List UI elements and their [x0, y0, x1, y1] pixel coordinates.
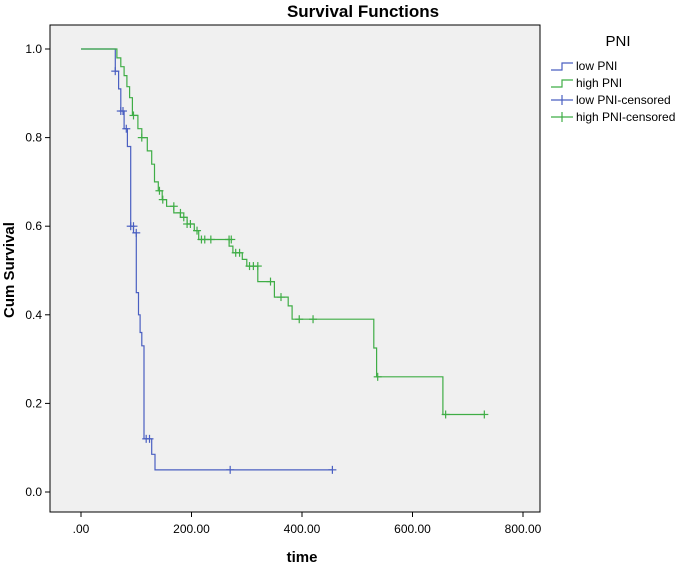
y-tick-label: 1.0 [25, 42, 42, 56]
legend-label: low PNI-censored [576, 93, 671, 107]
legend-title: PNI [605, 33, 630, 50]
chart-title: Survival Functions [287, 2, 439, 21]
x-axis-ticks: .00 200.00 400.00 600.00 800.00 [73, 512, 542, 536]
censor-mark-high-pni [176, 208, 185, 217]
x-tick-label: 200.00 [173, 522, 210, 536]
x-tick-label: 800.00 [505, 522, 542, 536]
legend-entry: high PNI [551, 76, 622, 90]
y-tick-label: 0.6 [25, 219, 42, 233]
censor-mark-low-pni [328, 465, 337, 474]
y-tick-label: 0.8 [25, 131, 42, 145]
y-axis-ticks: 0.0 0.2 0.4 0.6 0.8 1.0 [25, 42, 50, 499]
y-tick-label: 0.4 [25, 308, 42, 322]
censor-mark-high-pni [441, 410, 450, 419]
censor-mark-high-pni [155, 186, 164, 195]
legend-label: high PNI [576, 76, 622, 90]
legend: PNI low PNI high PNI low PNI-censored high … [551, 33, 675, 124]
censor-mark-high-pni [129, 111, 138, 120]
censor-mark-high-pni [295, 315, 304, 324]
censor-mark-high-pni [186, 219, 195, 228]
x-axis-label: time [287, 549, 318, 566]
censor-mark-high-pni [480, 410, 489, 419]
legend-swatch [551, 62, 573, 71]
censor-mark-low-pni [129, 222, 138, 231]
censor-mark-high-pni [169, 202, 178, 211]
censor-mark-high-pni [206, 235, 215, 244]
censor-mark-low-pni [226, 465, 235, 474]
censor-mark-high-pni [373, 372, 382, 381]
censor-mark-high-pni [235, 248, 244, 257]
censor-mark-low-pni [132, 228, 141, 237]
censor-marks [111, 67, 489, 474]
censor-mark-low-pni [145, 434, 154, 443]
legend-entry: low PNI [551, 59, 617, 73]
censor-mark-high-pni [158, 195, 167, 204]
legend-entry: high PNI-censored [551, 110, 675, 124]
legend-label: high PNI-censored [576, 110, 675, 124]
y-tick-label: 0.2 [25, 396, 42, 410]
y-tick-label: 0.0 [25, 485, 42, 499]
legend-swatch [551, 79, 573, 88]
censor-mark-high-pni [253, 262, 262, 271]
censor-mark-high-pni [277, 293, 286, 302]
censor-mark-low-pni [111, 67, 120, 76]
censor-mark-low-pni [118, 107, 127, 116]
censor-mark-high-pni [193, 226, 202, 235]
censor-mark-high-pni [179, 213, 188, 222]
x-tick-label: .00 [73, 522, 90, 536]
legend-label: low PNI [576, 59, 617, 73]
censor-mark-high-pni [309, 315, 318, 324]
censor-mark-high-pni [137, 133, 146, 142]
x-tick-label: 600.00 [394, 522, 431, 536]
legend-entry: low PNI-censored [551, 93, 671, 107]
censor-mark-high-pni [227, 235, 236, 244]
plot-area [49, 24, 541, 513]
x-tick-label: 400.00 [284, 522, 321, 536]
y-axis-label: Cum Survival [1, 222, 18, 318]
censor-mark-high-pni [266, 277, 275, 286]
censor-mark-low-pni [122, 124, 131, 133]
